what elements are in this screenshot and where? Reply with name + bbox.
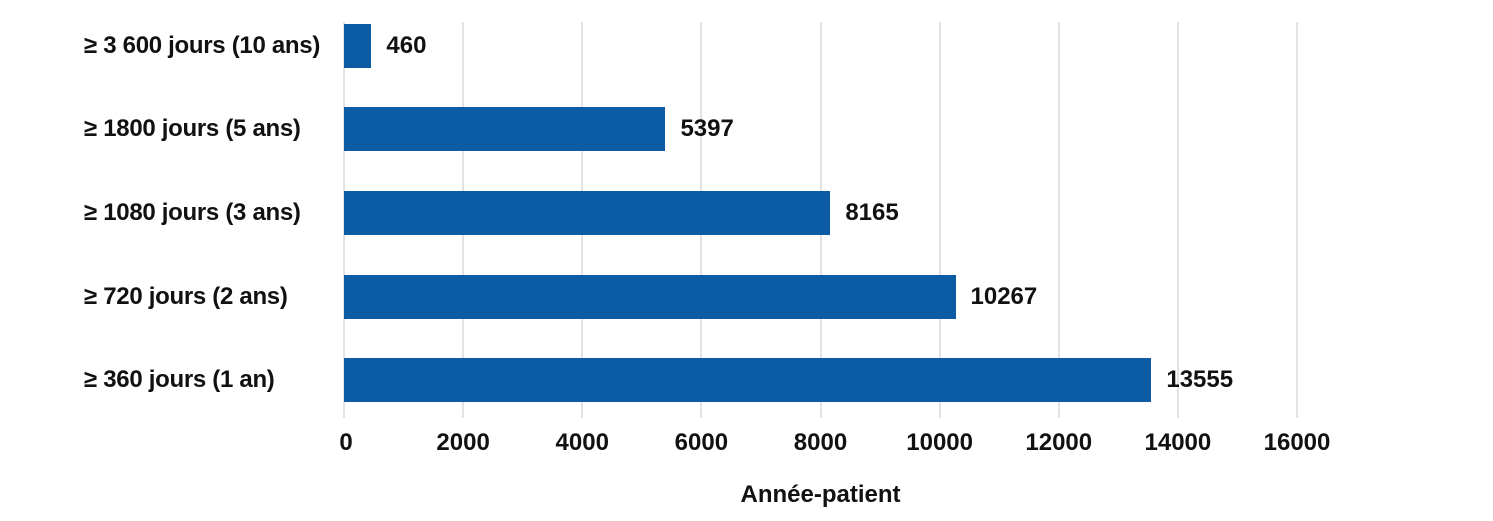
x-tick-label: 4000 (555, 429, 609, 456)
bar-track: 8165 (344, 171, 1493, 255)
x-tick-label: 8000 (793, 429, 848, 456)
gridline (938, 22, 941, 418)
gridline (1057, 22, 1060, 418)
x-axis-label: Année-patient (740, 481, 901, 508)
bar-value-label: 10267 (970, 282, 1038, 310)
bar (344, 23, 372, 68)
bar-track: 460 (344, 4, 1493, 88)
bar-track: 10267 (344, 255, 1493, 339)
bar-row: ≥ 360 jours (1 an) 13555 (0, 338, 1493, 422)
x-tick-label: 6000 (674, 429, 729, 456)
x-tick-label: 16000 (1263, 429, 1331, 456)
category-label: ≥ 360 jours (1 an) (84, 366, 275, 394)
category-label: ≥ 1800 jours (5 ans) (84, 115, 301, 143)
bar-track: 13555 (344, 338, 1493, 422)
bar-row: ≥ 1080 jours (3 ans) 8165 (0, 171, 1493, 255)
gridline (1176, 22, 1179, 418)
bar-value-label: 13555 (1166, 366, 1234, 394)
category-label: ≥ 720 jours (2 ans) (84, 282, 288, 310)
gridline (1296, 22, 1298, 418)
x-tick-label: 2000 (436, 429, 490, 456)
bar-track: 5397 (344, 88, 1493, 172)
bar (344, 274, 956, 319)
bar-value-label: 5397 (680, 115, 734, 143)
bar (344, 107, 666, 152)
x-tick-label: 12000 (1025, 429, 1093, 456)
bar-value-label: 8165 (845, 198, 899, 226)
bar-row: ≥ 720 jours (2 ans) 10267 (0, 255, 1493, 339)
bar-row: ≥ 1800 jours (5 ans) 5397 (0, 88, 1493, 172)
bar-row: ≥ 3 600 jours (10 ans) 460 (0, 4, 1493, 88)
x-tick-label: 14000 (1144, 429, 1212, 456)
bar-rows: ≥ 3 600 jours (10 ans) 460 ≥ 1800 jours (5… (0, 4, 1493, 422)
x-tick-label: 10000 (906, 429, 973, 456)
x-axis-ticks: 0 2000 4000 6000 8000 10000 12000 14000 16000 (339, 429, 1330, 459)
x-tick-label: 0 (339, 429, 353, 456)
bar-value-label: 460 (386, 31, 427, 59)
category-label: ≥ 3 600 jours (10 ans) (84, 31, 321, 59)
bar (344, 190, 831, 235)
bar (344, 358, 1152, 403)
category-label: ≥ 1080 jours (3 ans) (84, 198, 301, 226)
